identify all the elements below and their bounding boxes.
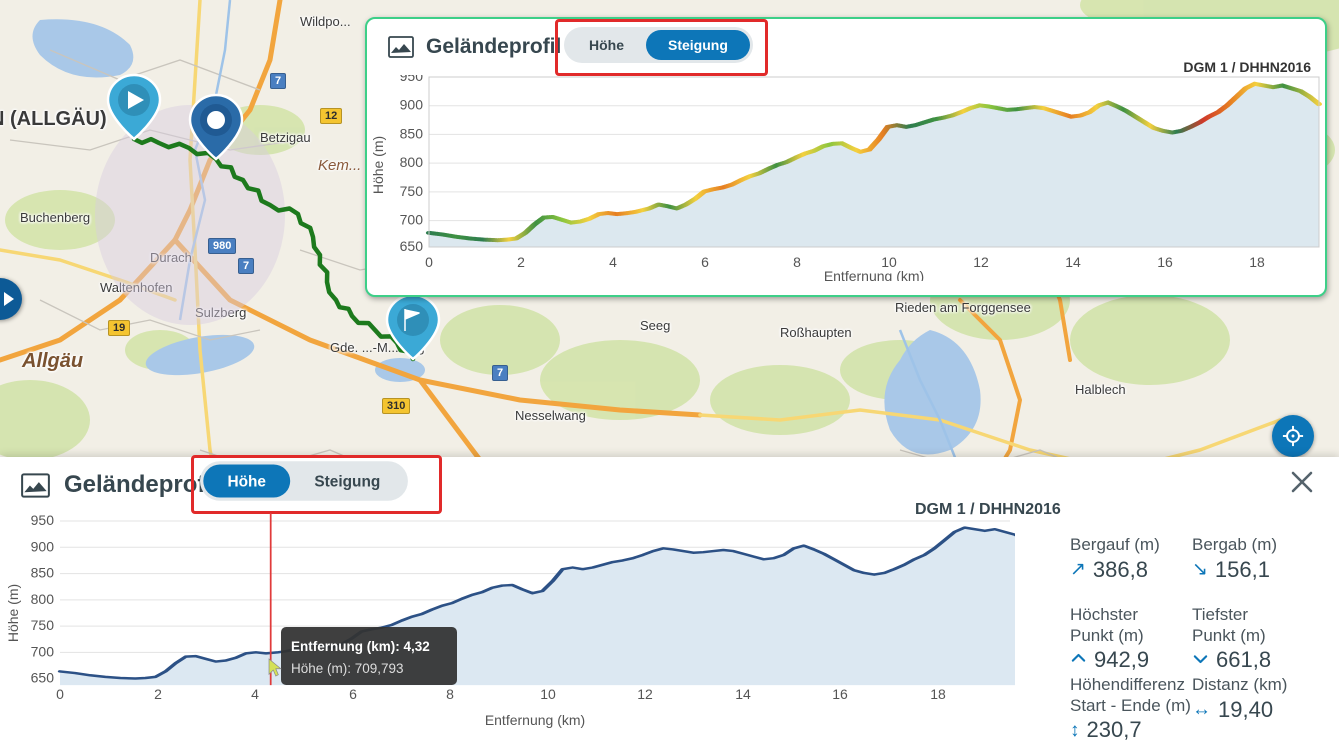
svg-text:Höhe (m): 709,793: Höhe (m): 709,793 <box>291 661 404 676</box>
svg-text:0: 0 <box>56 686 64 702</box>
svg-text:700: 700 <box>400 212 424 228</box>
svg-text:650: 650 <box>31 670 55 686</box>
svg-text:750: 750 <box>400 183 424 199</box>
svg-text:18: 18 <box>1249 254 1265 270</box>
svg-text:Entfernung (km): Entfernung (km) <box>824 268 924 281</box>
svg-text:12: 12 <box>973 254 989 270</box>
svg-text:10: 10 <box>540 686 556 702</box>
svg-text:Höhe (m): Höhe (m) <box>370 136 386 194</box>
svg-text:750: 750 <box>31 617 55 633</box>
svg-text:6: 6 <box>701 254 709 270</box>
svg-text:850: 850 <box>31 565 55 581</box>
svg-text:Höhe (m): Höhe (m) <box>5 584 21 642</box>
svg-text:8: 8 <box>793 254 801 270</box>
svg-text:2: 2 <box>154 686 162 702</box>
svg-text:800: 800 <box>31 591 55 607</box>
svg-text:8: 8 <box>446 686 454 702</box>
svg-text:Entfernung (km): 4,32: Entfernung (km): 4,32 <box>291 639 430 654</box>
svg-text:650: 650 <box>400 238 424 254</box>
svg-text:900: 900 <box>400 97 424 113</box>
svg-text:18: 18 <box>930 686 946 702</box>
svg-text:0: 0 <box>425 254 433 270</box>
svg-text:14: 14 <box>735 686 751 702</box>
svg-text:2: 2 <box>517 254 525 270</box>
svg-text:16: 16 <box>1157 254 1173 270</box>
svg-text:900: 900 <box>31 538 55 554</box>
svg-text:Entfernung (km): Entfernung (km) <box>485 712 585 728</box>
svg-text:950: 950 <box>31 513 55 528</box>
svg-text:4: 4 <box>251 686 259 702</box>
svg-text:6: 6 <box>349 686 357 702</box>
svg-text:950: 950 <box>400 75 424 84</box>
svg-text:700: 700 <box>31 643 55 659</box>
svg-text:850: 850 <box>400 125 424 141</box>
svg-text:800: 800 <box>400 154 424 170</box>
svg-text:4: 4 <box>609 254 617 270</box>
svg-text:16: 16 <box>832 686 848 702</box>
svg-text:14: 14 <box>1065 254 1081 270</box>
svg-text:12: 12 <box>637 686 653 702</box>
